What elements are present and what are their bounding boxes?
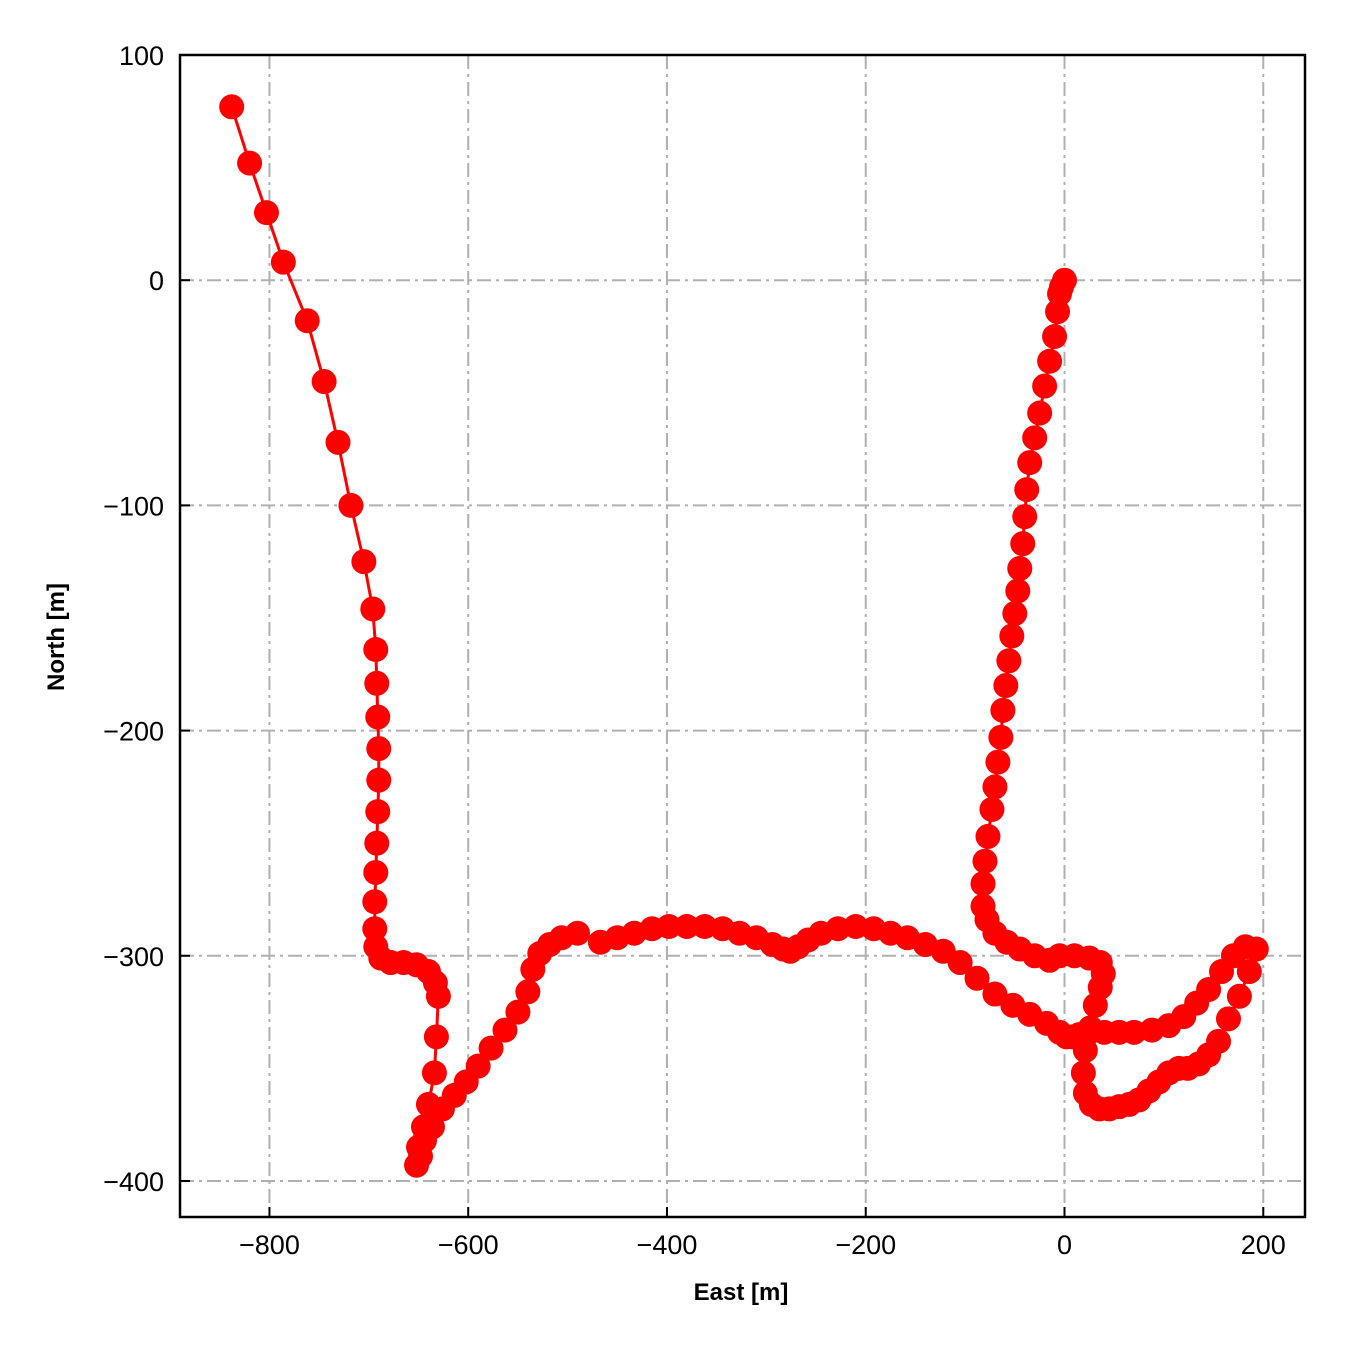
trajectory-point (972, 848, 998, 874)
y-tick-label: −300 (103, 942, 164, 972)
trajectory-point (1007, 555, 1033, 581)
trajectory-point (964, 965, 990, 991)
trajectory-point (988, 724, 1014, 750)
trajectory-point (985, 749, 1011, 775)
trajectory-point (947, 950, 973, 976)
trajectory-point (1072, 1037, 1098, 1063)
trajectory-point (1005, 578, 1031, 604)
x-tick-label: 0 (1057, 1230, 1072, 1260)
trajectory-point (982, 981, 1008, 1007)
trajectory-point (270, 249, 296, 275)
trajectory-point (993, 673, 1019, 699)
trajectory-point (1002, 600, 1028, 626)
y-axis-title: North [m] (43, 583, 70, 691)
trajectory-point (996, 648, 1022, 674)
trajectory-point (1017, 450, 1043, 476)
trajectory-point (366, 767, 392, 793)
trajectory-point (1027, 400, 1053, 426)
trajectory-point (656, 914, 682, 939)
x-tick-label: −400 (637, 1230, 698, 1260)
trajectory-point (1010, 531, 1036, 557)
trajectory-point (219, 94, 245, 120)
trajectory-point (1243, 936, 1269, 962)
trajectory-point (990, 697, 1016, 723)
trajectory-point (1042, 323, 1068, 349)
trajectory-point (351, 549, 377, 575)
trajectory-point (1014, 477, 1040, 503)
trajectory-point (294, 308, 320, 334)
trajectory-point (1072, 1080, 1098, 1106)
trajectory-point (1045, 299, 1071, 325)
x-tick-label: 200 (1241, 1230, 1286, 1260)
trajectory-point (360, 596, 386, 622)
trajectory-point (365, 799, 391, 825)
trajectory-point (1051, 267, 1077, 293)
trajectory-point (982, 774, 1008, 800)
tick-layer: −800 −600 −400 −200 0 200 100 0 −100 −200 −300 −400 (103, 41, 1286, 1260)
series-layer (219, 94, 1269, 1178)
trajectory-point (325, 429, 351, 455)
x-tick-label: −600 (438, 1230, 499, 1260)
trajectory-point (565, 920, 591, 946)
trajectory-point (1032, 373, 1058, 399)
trajectory-point (492, 1017, 518, 1043)
trajectory-point (1215, 1006, 1241, 1032)
trajectory-point (366, 736, 392, 762)
trajectory-point (364, 830, 390, 856)
y-tick-label: −200 (103, 717, 164, 747)
trajectory-point (465, 1053, 491, 1079)
x-tick-label: −200 (835, 1230, 896, 1260)
trajectory-point (253, 200, 279, 226)
trajectory-point (425, 983, 451, 1009)
trajectory-point (363, 859, 389, 885)
trajectory-point (421, 1060, 447, 1086)
trajectory-point (1236, 959, 1262, 985)
plot-frame (178, 53, 1307, 1219)
trajectory-point (1022, 425, 1048, 451)
trajectory-point (999, 623, 1025, 649)
y-tick-label: −400 (103, 1167, 164, 1197)
trajectory-point (364, 670, 390, 696)
trajectory-point (1070, 1060, 1096, 1086)
trajectory-point (505, 999, 531, 1025)
trajectory-point (237, 150, 263, 176)
trajectory-point (363, 637, 389, 663)
x-axis-title: East [m] (694, 1279, 789, 1306)
trajectory-point (1196, 977, 1222, 1003)
trajectory-point (515, 979, 541, 1005)
trajectory-point (362, 916, 388, 942)
trajectory-point (1012, 504, 1038, 530)
trajectory-point (970, 893, 996, 919)
trajectory-point (338, 492, 364, 518)
trajectory-point (1077, 1015, 1103, 1041)
trajectory-point (311, 369, 337, 395)
trajectory-point (1226, 983, 1252, 1009)
trajectory-point (478, 1035, 504, 1061)
trajectory-point (1037, 348, 1063, 374)
trajectory-point (674, 914, 700, 939)
y-tick-label: 0 (149, 266, 164, 296)
x-tick-label: −800 (239, 1230, 300, 1260)
trajectory-point (975, 823, 1001, 849)
trajectory-point (979, 796, 1005, 822)
y-tick-label: 100 (119, 41, 164, 71)
trajectory-point (365, 704, 391, 730)
y-tick-label: −100 (103, 491, 164, 521)
trajectory-point (423, 1024, 449, 1050)
trajectory-point (362, 889, 388, 915)
trajectory-point (970, 871, 996, 897)
